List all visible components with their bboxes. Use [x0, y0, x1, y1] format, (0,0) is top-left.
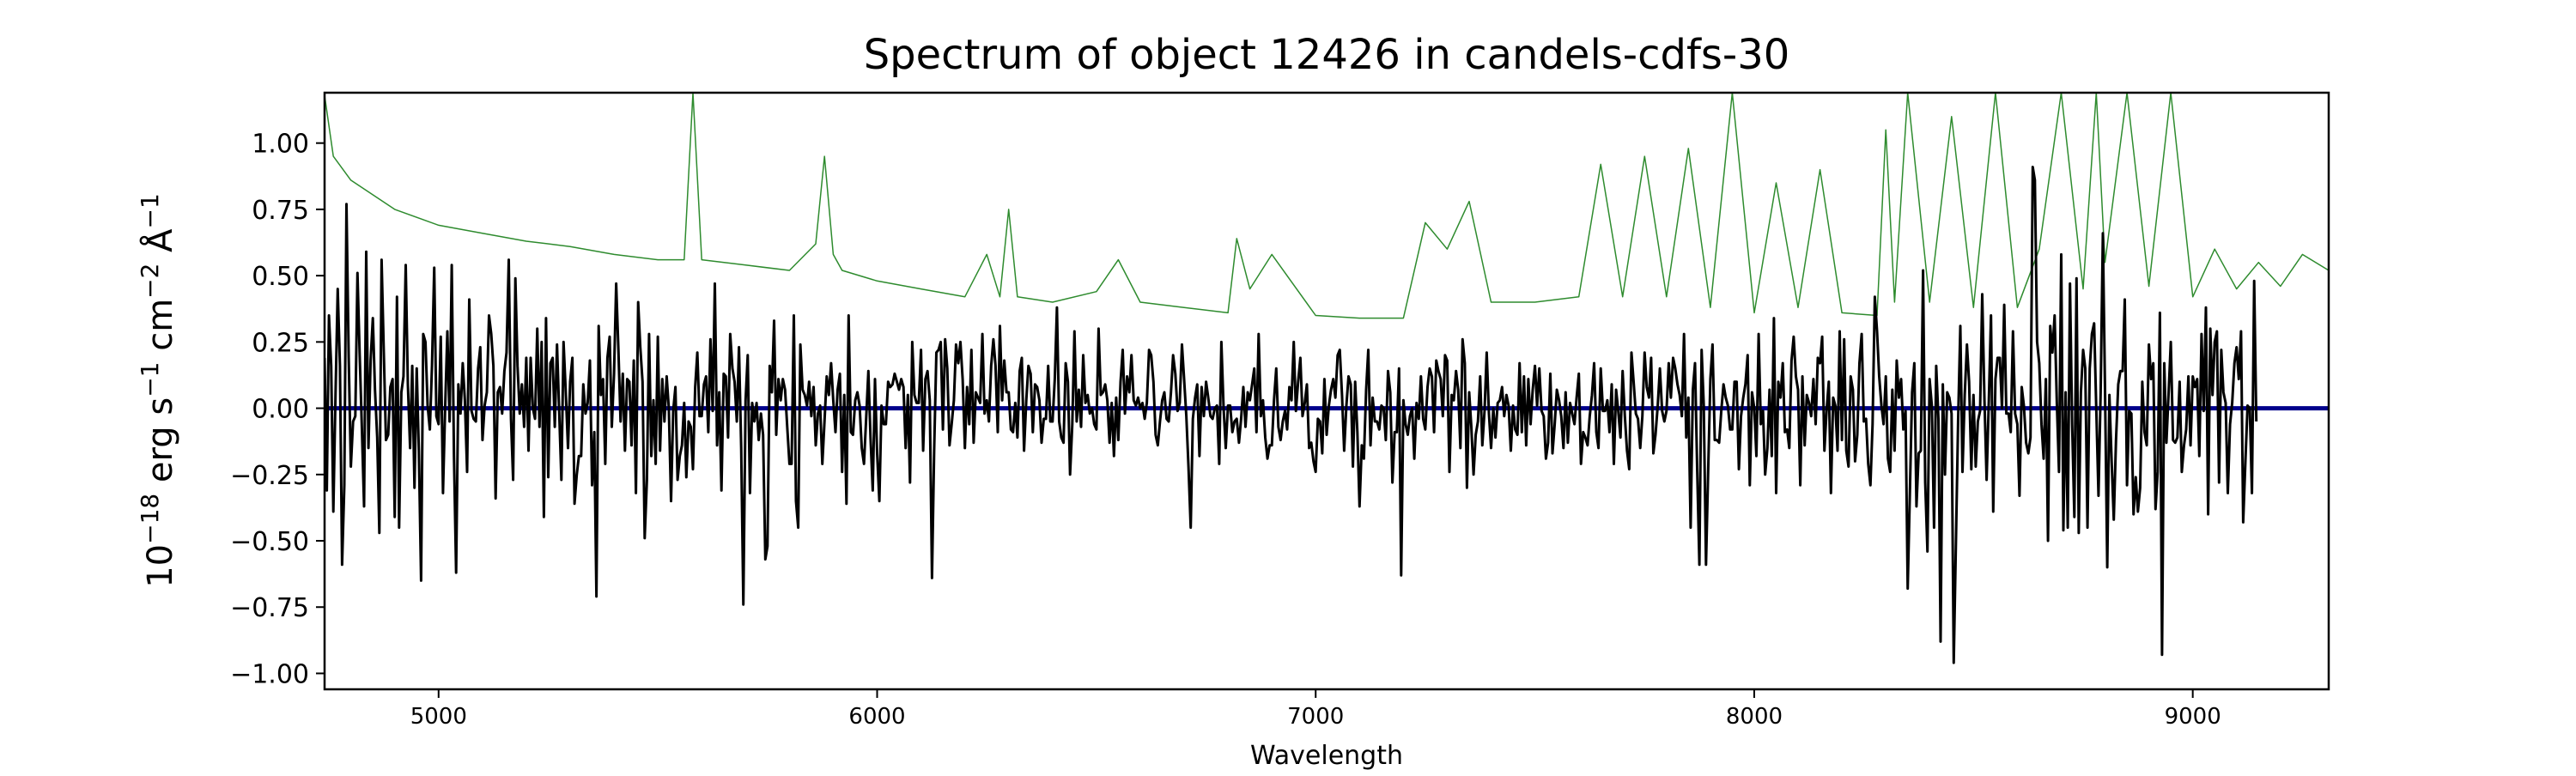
- y-tick-label: 0.25: [252, 328, 309, 358]
- x-tick-label: 7000: [1287, 704, 1344, 730]
- y-tick-label: −0.25: [230, 461, 309, 491]
- y-tick-label: 0.00: [252, 395, 309, 425]
- x-axis: 5000 6000 7000 8000 9000: [410, 689, 2221, 730]
- x-tick-label: 6000: [848, 704, 905, 730]
- y-tick-label: 0.75: [252, 196, 309, 226]
- y-tick-label: 0.50: [252, 262, 309, 292]
- chart-title: Spectrum of object 12426 in candels-cdfs…: [864, 31, 1790, 79]
- x-axis-label: Wavelength: [1250, 741, 1403, 771]
- error-series-line: [325, 93, 2329, 319]
- flux-series-line: [325, 166, 2258, 664]
- plot-area: [325, 93, 2329, 664]
- y-tick-label: −1.00: [230, 659, 309, 689]
- plot-frame: [323, 91, 2330, 691]
- y-tick-label: −0.50: [230, 527, 309, 557]
- y-tick-label: 1.00: [252, 130, 309, 160]
- y-axis-label: 10−18 erg s−1 cm−2 Å−1: [136, 193, 180, 588]
- y-tick-label: −0.75: [230, 593, 309, 623]
- x-tick-label: 9000: [2165, 704, 2221, 730]
- y-axis: −1.00 −0.75 −0.50 −0.25 0.00 0.25 0.50 0.75 1.00: [230, 130, 325, 689]
- x-tick-label: 8000: [1726, 704, 1783, 730]
- x-tick-label: 5000: [410, 704, 467, 730]
